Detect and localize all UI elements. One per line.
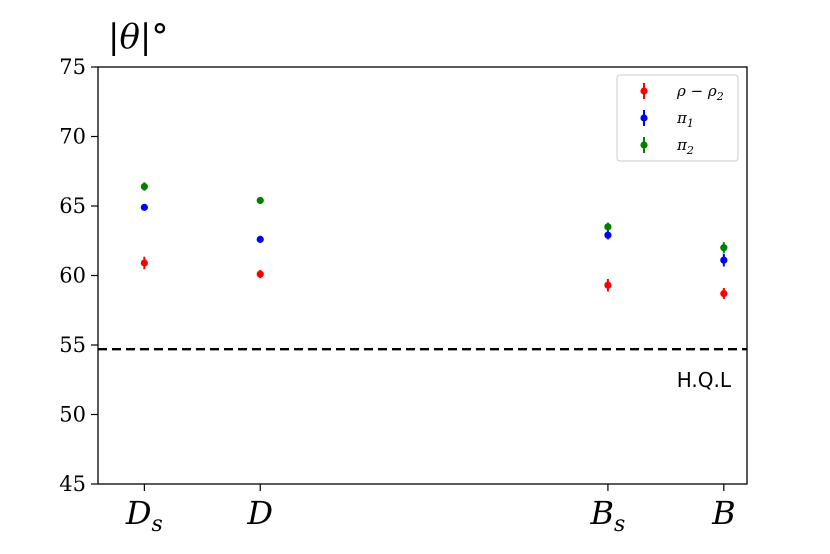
legend-box <box>616 74 739 162</box>
data-point <box>720 256 728 264</box>
y-tick-label: 75 <box>59 55 86 79</box>
legend-label: π1 <box>676 109 694 130</box>
plot-area: 45 50 55 60 65 70 75 Ds D Bs B H.Q.L <box>59 55 748 537</box>
y-tick-label: 55 <box>59 333 86 357</box>
data-point <box>140 203 148 211</box>
x-tick-label: Bs <box>590 494 626 537</box>
data-point <box>720 289 728 298</box>
data-point <box>256 235 264 243</box>
data-point <box>604 281 612 289</box>
data-point <box>140 259 148 267</box>
legend-marker <box>640 141 648 149</box>
x-tick-label: D <box>246 494 273 532</box>
data-point <box>604 231 612 239</box>
data-point <box>140 182 148 191</box>
legend-label: π2 <box>676 136 694 157</box>
y-tick-label: 50 <box>59 403 86 427</box>
data-point <box>256 196 264 205</box>
x-tick-label: Ds <box>125 494 163 537</box>
data-point <box>604 223 612 231</box>
legend-marker <box>640 114 648 122</box>
y-tick-label: 70 <box>59 125 86 149</box>
legend-label: ρ − ρ2 <box>676 82 724 103</box>
x-tick-label: B <box>711 494 736 532</box>
legend: ρ − ρ2 π1 π2 <box>616 74 739 162</box>
data-point <box>256 270 264 278</box>
y-tick-label: 60 <box>59 264 86 288</box>
data-point <box>720 244 728 252</box>
y-tick-label: 45 <box>59 472 86 496</box>
y-tick-label: 65 <box>59 194 86 218</box>
y-axis-label: |θ|° <box>108 17 168 57</box>
legend-marker <box>640 87 648 95</box>
reference-line-label: H.Q.L <box>677 368 732 392</box>
